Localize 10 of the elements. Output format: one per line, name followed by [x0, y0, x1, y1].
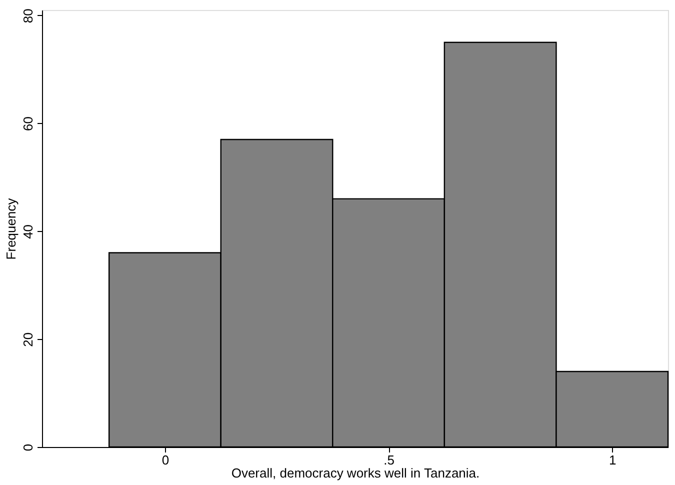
y-tick-label: 20: [20, 332, 36, 347]
y-tick-label: 60: [20, 116, 36, 132]
y-tick-label: 0: [20, 444, 36, 452]
y-tick-label: 40: [20, 224, 36, 239]
x-tick-label: .5: [384, 452, 394, 468]
y-axis-title: Frequency: [4, 198, 18, 260]
x-tick-label: 1: [608, 452, 616, 468]
x-axis-title: Overall, democracy works well in Tanzania.: [231, 466, 480, 480]
y-tick-label: 80: [20, 8, 36, 24]
x-tick-label: 0: [162, 452, 170, 468]
